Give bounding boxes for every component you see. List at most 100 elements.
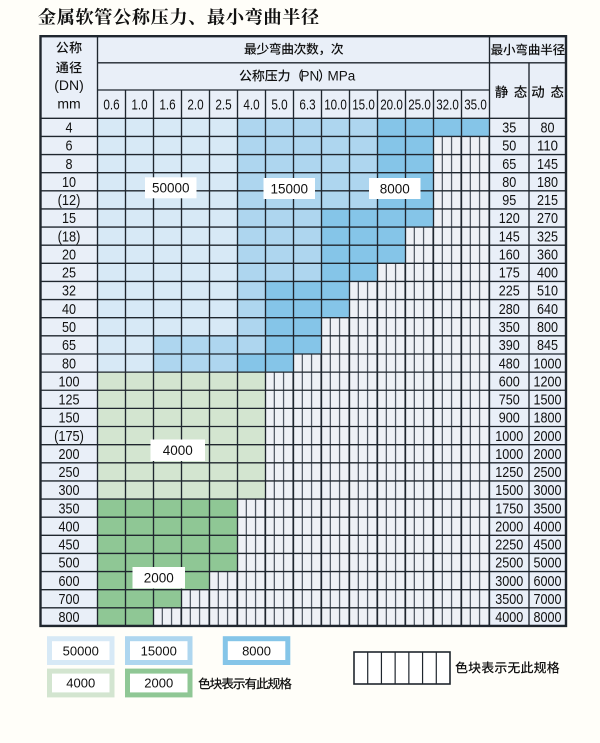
svg-text:180: 180 [537, 175, 558, 191]
svg-text:10.0: 10.0 [324, 98, 347, 114]
svg-text:325: 325 [537, 229, 558, 245]
svg-text:145: 145 [499, 229, 520, 245]
svg-text:2000: 2000 [534, 429, 562, 445]
svg-text:2000: 2000 [144, 676, 173, 691]
svg-text:5.0: 5.0 [271, 98, 287, 114]
svg-text:mm: mm [57, 96, 80, 112]
svg-text:95: 95 [502, 193, 516, 209]
svg-text:3500: 3500 [534, 501, 562, 517]
svg-text:150: 150 [59, 411, 80, 427]
svg-text:125: 125 [59, 393, 80, 409]
svg-text:300: 300 [59, 483, 80, 499]
svg-text:32.0: 32.0 [436, 98, 459, 114]
svg-text:120: 120 [499, 211, 520, 227]
svg-text:15.0: 15.0 [352, 98, 375, 114]
svg-text:32: 32 [62, 284, 76, 300]
svg-text:2.0: 2.0 [187, 98, 203, 114]
svg-text:640: 640 [537, 302, 558, 318]
svg-text:50: 50 [62, 320, 76, 336]
svg-text:8: 8 [66, 157, 73, 173]
svg-text:700: 700 [59, 592, 80, 608]
svg-text:2000: 2000 [144, 571, 174, 586]
svg-text:280: 280 [499, 302, 520, 318]
svg-text:2500: 2500 [534, 465, 562, 481]
svg-text:4000: 4000 [66, 676, 95, 691]
svg-text:800: 800 [59, 610, 80, 626]
svg-text:80: 80 [62, 356, 76, 372]
svg-text:4.0: 4.0 [243, 98, 259, 114]
svg-text:100: 100 [59, 374, 80, 390]
svg-text:50: 50 [502, 139, 516, 155]
svg-text:(18): (18) [58, 229, 81, 245]
svg-text:250: 250 [59, 465, 80, 481]
svg-text:4000: 4000 [534, 519, 562, 535]
svg-text:4000: 4000 [163, 443, 193, 458]
svg-text:1.6: 1.6 [159, 98, 175, 114]
svg-text:450: 450 [59, 538, 80, 554]
svg-text:800: 800 [537, 320, 558, 336]
svg-text:600: 600 [59, 574, 80, 590]
svg-text:20: 20 [62, 247, 76, 263]
svg-text:4000: 4000 [495, 610, 523, 626]
svg-text:2500: 2500 [495, 556, 523, 572]
svg-text:65: 65 [502, 157, 516, 173]
svg-text:1.0: 1.0 [131, 98, 147, 114]
svg-text:15000: 15000 [270, 181, 308, 196]
svg-text:1500: 1500 [534, 393, 562, 409]
svg-text:900: 900 [499, 411, 520, 427]
svg-text:1500: 1500 [495, 483, 523, 499]
svg-text:(DN): (DN) [54, 77, 84, 93]
svg-text:15000: 15000 [141, 643, 177, 658]
svg-text:2250: 2250 [495, 538, 523, 554]
svg-text:160: 160 [499, 247, 520, 263]
svg-text:350: 350 [59, 501, 80, 517]
svg-text:1000: 1000 [534, 356, 562, 372]
svg-text:PN: PN [301, 68, 320, 83]
svg-text:2000: 2000 [495, 519, 523, 535]
svg-text:845: 845 [537, 338, 558, 354]
svg-text:2000: 2000 [534, 447, 562, 463]
svg-text:25.0: 25.0 [408, 98, 431, 114]
svg-text:50000: 50000 [152, 181, 190, 196]
svg-text:5000: 5000 [534, 556, 562, 572]
svg-text:390: 390 [499, 338, 520, 354]
svg-text:MPa: MPa [328, 68, 356, 83]
svg-text:350: 350 [499, 320, 520, 336]
svg-text:480: 480 [499, 356, 520, 372]
svg-text:6000: 6000 [534, 574, 562, 590]
svg-text:1800: 1800 [534, 411, 562, 427]
svg-text:(175): (175) [54, 429, 84, 445]
svg-text:6: 6 [66, 139, 73, 155]
svg-text:3000: 3000 [495, 574, 523, 590]
svg-text:510: 510 [537, 284, 558, 300]
svg-text:10: 10 [62, 175, 76, 191]
svg-text:7000: 7000 [534, 592, 562, 608]
svg-text:80: 80 [502, 175, 516, 191]
svg-text:3000: 3000 [534, 483, 562, 499]
svg-text:40: 40 [62, 302, 76, 318]
svg-text:3500: 3500 [495, 592, 523, 608]
svg-text:8000: 8000 [380, 181, 410, 196]
svg-text:4500: 4500 [534, 538, 562, 554]
svg-text:6.3: 6.3 [299, 98, 315, 114]
svg-text:215: 215 [537, 193, 558, 209]
svg-text:400: 400 [537, 266, 558, 282]
svg-text:8000: 8000 [534, 610, 562, 626]
svg-text:1200: 1200 [534, 374, 562, 390]
svg-text:270: 270 [537, 211, 558, 227]
svg-text:50000: 50000 [63, 643, 99, 658]
svg-text:80: 80 [541, 121, 555, 137]
svg-text:25: 25 [62, 266, 76, 282]
svg-text:20.0: 20.0 [380, 98, 403, 114]
svg-text:175: 175 [499, 266, 520, 282]
svg-text:1000: 1000 [495, 447, 523, 463]
svg-text:4: 4 [66, 121, 73, 137]
svg-text:500: 500 [59, 556, 80, 572]
svg-text:750: 750 [499, 393, 520, 409]
svg-text:35.0: 35.0 [464, 98, 487, 114]
svg-text:145: 145 [537, 157, 558, 173]
svg-text:15: 15 [62, 211, 76, 227]
svg-text:200: 200 [59, 447, 80, 463]
svg-text:(12): (12) [58, 193, 81, 209]
svg-text:225: 225 [499, 284, 520, 300]
